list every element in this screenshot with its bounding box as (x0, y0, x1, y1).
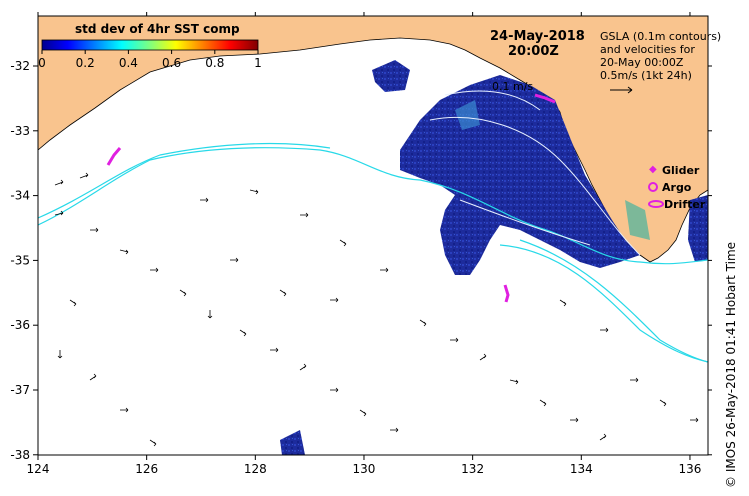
y-axis: -32 -33 -34 -35 -36 -37 -38 (10, 59, 712, 462)
x-tick-label: 128 (244, 462, 267, 476)
colorbar-tick-label: 0.8 (205, 56, 224, 70)
gsla-note-line2: and velocities for (600, 43, 695, 56)
x-tick-label: 124 (27, 462, 50, 476)
argo-icon (648, 182, 658, 192)
plot-border (37, 15, 709, 456)
colorbar-tick-label: 1 (254, 56, 262, 70)
map-date: 24-May-2018 (490, 29, 585, 44)
contour-label: 0.1 m/s (492, 80, 533, 93)
x-tick-label: 130 (353, 462, 376, 476)
gsla-note: GSLA (0.1m contours) and velocities for … (600, 30, 721, 94)
x-tick-label: 134 (570, 462, 593, 476)
drifter-tracks (106, 93, 556, 303)
y-tick-label: -32 (10, 59, 30, 73)
y-tick-label: -35 (10, 253, 30, 267)
glider-icon: ◆ (649, 164, 657, 175)
gsla-contours-light (429, 90, 641, 256)
colorbar-tick-label: 0.4 (119, 56, 138, 70)
legend-argo: Argo (662, 181, 692, 194)
platform-legend: ◆ Glider Argo Drifter (648, 164, 706, 211)
x-axis: 124 126 128 130 132 134 136 (27, 12, 702, 476)
y-tick-label: -36 (10, 318, 30, 332)
y-tick-label: -34 (10, 189, 30, 203)
colorbar-tick-label: 0.2 (76, 56, 95, 70)
legend-glider: Glider (662, 164, 700, 177)
legend-drifter: Drifter (664, 198, 706, 211)
colorbar-title: std dev of 4hr SST comp (75, 22, 240, 36)
gsla-contours (38, 142, 708, 363)
gsla-note-line1: GSLA (0.1m contours) (600, 30, 721, 43)
x-tick-label: 126 (135, 462, 158, 476)
velocity-arrows (54, 172, 699, 447)
colorbar-gradient (41, 39, 259, 51)
x-tick-label: 132 (461, 462, 484, 476)
colorbar: std dev of 4hr SST comp 0 0.2 0.4 0.6 0.8 1 (38, 22, 262, 70)
map-time: 20:00Z (508, 44, 559, 59)
x-tick-label: 136 (679, 462, 702, 476)
credit-text: © IMOS 26-May-2018 01:41 Hobart Time (724, 241, 738, 488)
gsla-note-line4: 0.5m/s (1kt 24h) (600, 69, 692, 82)
y-tick-label: -33 (10, 124, 30, 138)
gsla-note-line3: 20-May 00:00Z (600, 56, 684, 69)
colorbar-tick-label: 0 (38, 56, 46, 70)
sst-data (280, 60, 708, 455)
scale-arrow-icon (610, 86, 633, 94)
colorbar-tick-label: 0.6 (162, 56, 181, 70)
y-tick-label: -37 (10, 383, 30, 397)
drifter-icon (648, 200, 664, 208)
y-tick-label: -38 (10, 448, 30, 462)
